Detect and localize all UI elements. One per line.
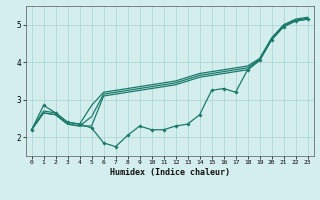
X-axis label: Humidex (Indice chaleur): Humidex (Indice chaleur) [109, 168, 230, 177]
